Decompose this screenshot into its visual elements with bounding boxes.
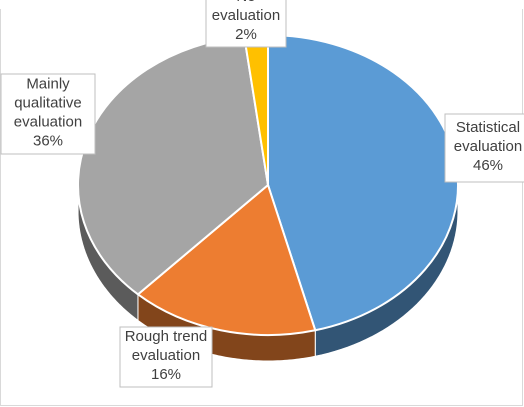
data-label-box (119, 326, 213, 388)
data-label-line: qualitative (14, 95, 82, 112)
data-label-line: 16% (151, 366, 181, 383)
data-label-line: Mainly (26, 76, 70, 93)
data-label-box (444, 113, 524, 183)
data-label-rough-trend: Rough trend evaluation 16% (119, 326, 213, 388)
data-label-line: 36% (33, 133, 63, 150)
data-label-no: No evaluation 2% (205, 0, 287, 48)
data-label-mainly: Mainly qualitative evaluation 36% (0, 73, 96, 155)
data-label-line: evaluation (132, 347, 200, 364)
data-label-line: Rough trend (125, 328, 208, 345)
data-label-line: No (236, 0, 255, 5)
data-label-line: evaluation (212, 7, 280, 24)
data-label-line: evaluation (14, 114, 82, 131)
pie-slice-rough-trend (136, 183, 317, 336)
pie-top-layer (77, 33, 460, 336)
data-label-line: 46% (473, 157, 503, 174)
pie-label-layer: Statistical evaluation 46% Rough trend evalu… (0, 0, 524, 388)
data-label-box (0, 73, 96, 155)
data-label-line: 2% (235, 26, 257, 43)
data-label-line: Statistical (456, 119, 520, 136)
data-label-line: evaluation (454, 138, 522, 155)
data-label-box (205, 0, 287, 48)
data-label-statistical: Statistical evaluation 46% (444, 113, 524, 183)
